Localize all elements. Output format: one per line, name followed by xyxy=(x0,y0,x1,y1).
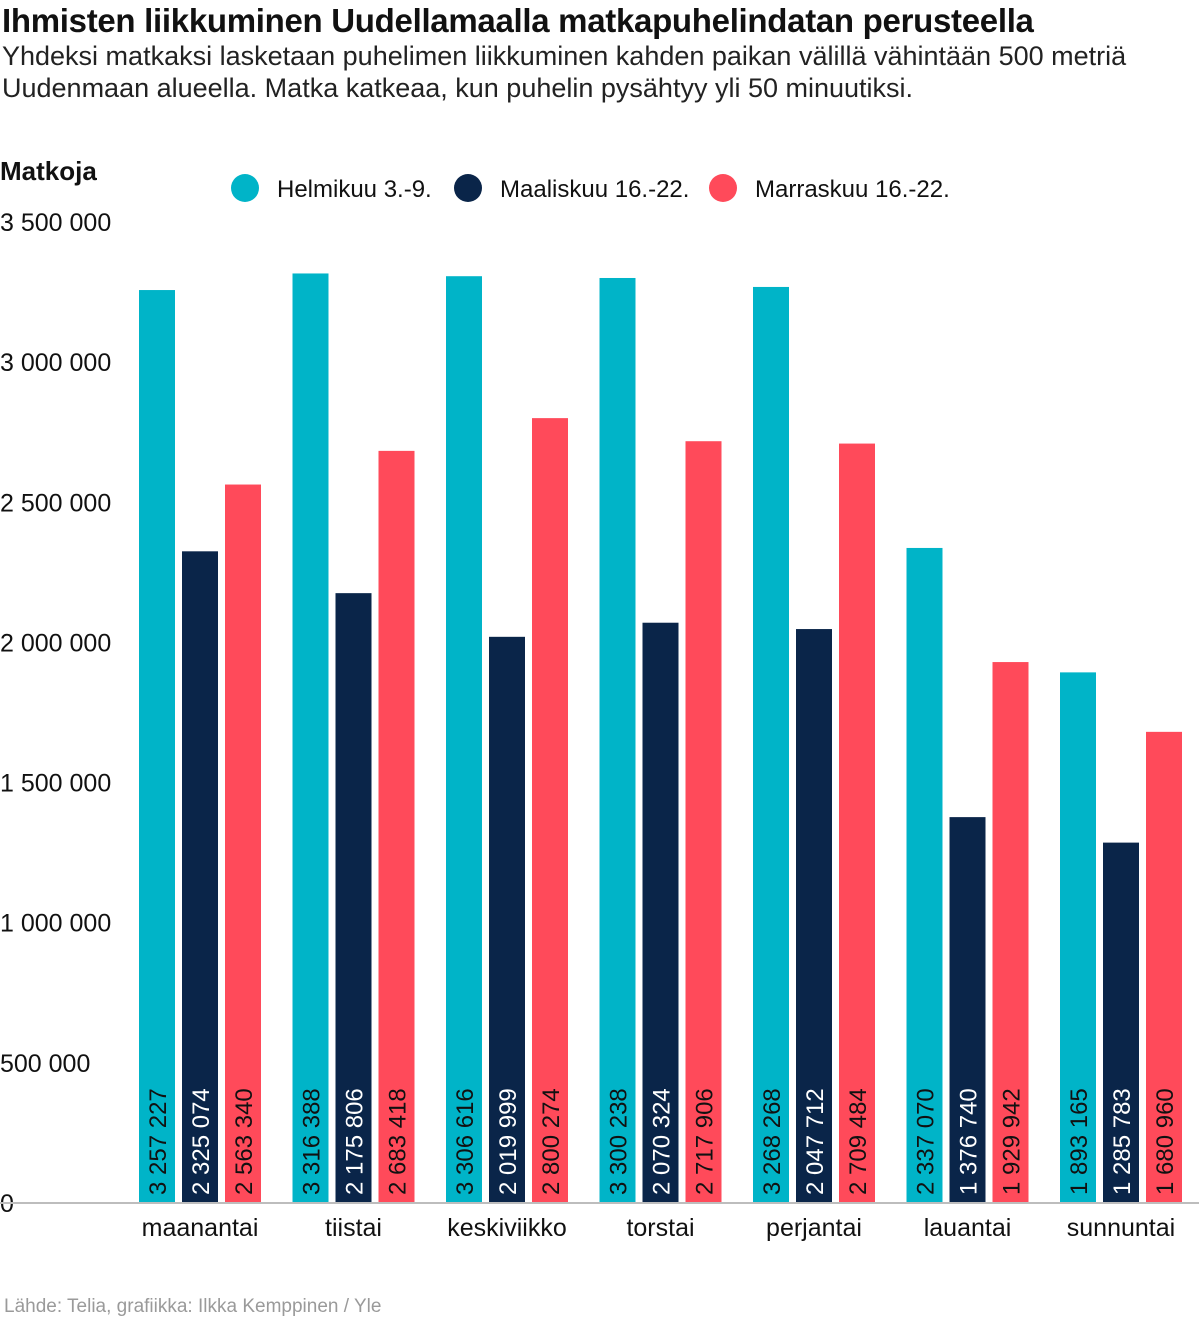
bar xyxy=(1103,842,1139,1203)
legend-label: Marraskuu 16.-22. xyxy=(755,176,950,203)
bar-value-label: 1 376 740 xyxy=(956,1088,983,1195)
bar-value-label: 1 893 165 xyxy=(1066,1088,1093,1195)
legend-label: Maaliskuu 16.-22. xyxy=(500,176,689,203)
bar xyxy=(532,418,568,1204)
legend-marker xyxy=(231,174,259,202)
bar-value-label: 3 316 388 xyxy=(299,1088,326,1195)
bar-value-label: 2 717 906 xyxy=(692,1088,719,1195)
bar xyxy=(906,547,943,1203)
bar-value-label: 2 800 274 xyxy=(538,1088,565,1195)
bar-value-label: 3 268 268 xyxy=(759,1088,786,1195)
bar-value-label: 2 175 806 xyxy=(342,1088,369,1195)
bar-value-label: 2 070 324 xyxy=(649,1088,676,1195)
x-tick-label: maanantai xyxy=(142,1214,259,1242)
source-credit: Lähde: Telia, grafiikka: Ilkka Kemppinen… xyxy=(4,1296,382,1317)
bar xyxy=(446,276,482,1203)
legend-marker xyxy=(709,174,737,202)
bar-value-label: 2 047 712 xyxy=(802,1088,829,1195)
bar xyxy=(1146,731,1182,1203)
y-tick-label: 1 500 000 xyxy=(0,770,111,798)
bar xyxy=(1060,672,1096,1203)
bar-value-label: 2 709 484 xyxy=(845,1088,872,1195)
bar xyxy=(139,290,175,1204)
x-tick-label: keskiviikko xyxy=(447,1214,566,1242)
y-axis-label: Matkoja xyxy=(0,156,97,186)
x-tick-label: tiistai xyxy=(325,1214,382,1242)
bar xyxy=(182,551,218,1203)
bar xyxy=(292,273,329,1203)
bar-value-label: 3 306 616 xyxy=(452,1088,479,1195)
chart-title: Ihmisten liikkuminen Uudellamaalla matka… xyxy=(2,2,1034,39)
x-tick-label: torstai xyxy=(626,1214,694,1242)
x-tick-label: sunnuntai xyxy=(1067,1214,1175,1242)
x-tick-label: perjantai xyxy=(766,1214,862,1242)
bar xyxy=(378,450,415,1203)
bar xyxy=(949,817,986,1203)
bar xyxy=(796,629,832,1203)
bar-value-label: 3 300 238 xyxy=(606,1088,633,1195)
bar-value-label: 2 019 999 xyxy=(495,1088,522,1195)
x-tick-label: lauantai xyxy=(924,1214,1012,1242)
y-tick-label: 2 500 000 xyxy=(0,489,111,517)
legend-marker xyxy=(454,174,482,202)
bar xyxy=(335,593,372,1203)
y-tick-label: 2 000 000 xyxy=(0,629,111,657)
bar-value-label: 2 683 418 xyxy=(385,1088,412,1195)
bar xyxy=(599,277,636,1203)
legend-label: Helmikuu 3.-9. xyxy=(277,176,432,203)
bar xyxy=(753,286,789,1203)
bar xyxy=(992,662,1029,1203)
y-tick-label: 3 000 000 xyxy=(0,349,111,377)
bar-value-label: 1 680 960 xyxy=(1152,1088,1179,1195)
bar xyxy=(225,484,261,1203)
bar-value-label: 2 337 070 xyxy=(913,1088,940,1195)
bar-value-label: 1 929 942 xyxy=(999,1088,1026,1195)
bar-value-label: 2 325 074 xyxy=(188,1088,215,1195)
bar-value-label: 3 257 227 xyxy=(145,1088,172,1195)
bar xyxy=(839,443,875,1204)
bar-value-label: 1 285 783 xyxy=(1109,1088,1136,1195)
bar xyxy=(489,636,525,1203)
bar xyxy=(685,441,722,1203)
bar xyxy=(642,622,679,1203)
bar-value-label: 2 563 340 xyxy=(231,1088,258,1195)
chart-subtitle: Yhdeksi matkaksi lasketaan puhelimen lii… xyxy=(2,41,1127,103)
y-tick-label: 500 000 xyxy=(0,1050,90,1078)
y-tick-label: 1 000 000 xyxy=(0,910,111,938)
y-tick-label: 3 500 000 xyxy=(0,209,111,237)
